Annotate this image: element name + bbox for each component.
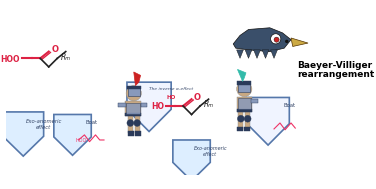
Bar	[238, 81, 251, 85]
Polygon shape	[127, 82, 171, 132]
Text: Exo-anomeric
effect: Exo-anomeric effect	[26, 119, 62, 129]
Circle shape	[238, 115, 244, 122]
Bar	[128, 115, 133, 133]
Circle shape	[285, 40, 288, 43]
Polygon shape	[262, 50, 269, 58]
Bar	[238, 83, 250, 91]
Bar	[128, 87, 140, 96]
Circle shape	[134, 120, 141, 126]
Polygon shape	[54, 115, 91, 155]
Bar	[125, 101, 141, 116]
Polygon shape	[134, 72, 141, 86]
Text: Rₘ: Rₘ	[61, 53, 71, 62]
Bar	[238, 110, 243, 129]
Polygon shape	[254, 50, 261, 58]
Text: HOO: HOO	[76, 138, 87, 143]
Polygon shape	[237, 50, 243, 58]
Text: O: O	[51, 45, 58, 54]
Bar	[126, 103, 140, 114]
Polygon shape	[238, 69, 246, 81]
Bar	[135, 132, 141, 136]
Text: Exo-anomeric
effect: Exo-anomeric effect	[193, 146, 227, 157]
Bar	[127, 86, 141, 89]
Polygon shape	[233, 28, 291, 52]
Text: HO: HO	[166, 95, 175, 100]
Bar	[245, 110, 250, 129]
Bar	[118, 103, 126, 107]
Circle shape	[127, 120, 134, 126]
Bar	[135, 115, 140, 133]
Polygon shape	[247, 98, 289, 145]
Bar	[238, 97, 252, 112]
Bar	[244, 127, 250, 132]
Bar	[128, 132, 134, 136]
Text: Boat: Boat	[283, 103, 296, 108]
Text: rearrangement: rearrangement	[297, 70, 374, 79]
Bar	[251, 99, 258, 103]
Circle shape	[244, 115, 251, 122]
Bar	[238, 98, 251, 109]
Bar	[141, 103, 147, 107]
Text: Boat: Boat	[85, 120, 97, 125]
Text: The inverse α-effect: The inverse α-effect	[149, 87, 193, 91]
Polygon shape	[271, 50, 277, 58]
Polygon shape	[291, 38, 308, 46]
Text: Baeyer-Villiger: Baeyer-Villiger	[297, 61, 372, 70]
Circle shape	[274, 37, 279, 42]
Polygon shape	[3, 112, 44, 156]
Text: Rₘ: Rₘ	[203, 100, 214, 109]
Text: HOO: HOO	[0, 55, 20, 64]
Text: O: O	[194, 93, 201, 102]
Polygon shape	[173, 140, 210, 181]
Circle shape	[237, 81, 252, 97]
Bar	[238, 108, 252, 112]
Polygon shape	[245, 50, 252, 58]
Bar	[238, 127, 243, 132]
Circle shape	[126, 86, 141, 101]
Circle shape	[271, 34, 281, 44]
Bar	[125, 113, 141, 116]
Text: HO: HO	[152, 102, 164, 111]
